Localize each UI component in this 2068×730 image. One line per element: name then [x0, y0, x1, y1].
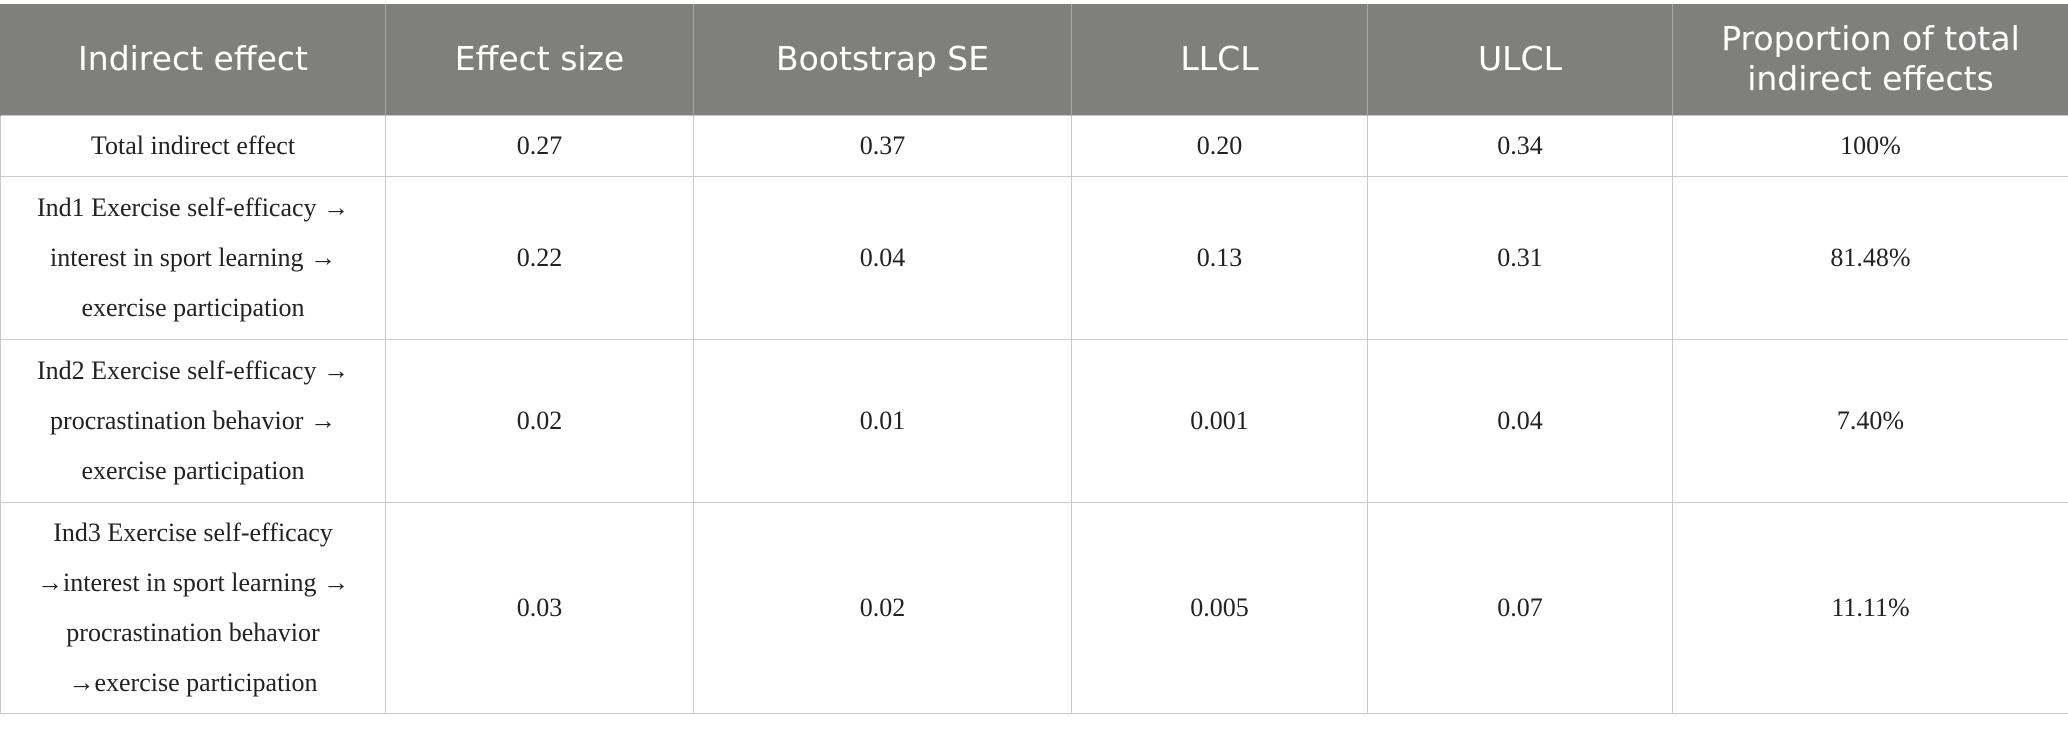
ulcl-cell: 0.34 — [1367, 114, 1673, 177]
header-proportion: Proportion of total indirect effects — [1672, 4, 2068, 115]
row-label: Ind2 Exercise self-efficacy → procrastin… — [0, 338, 386, 503]
row-label: Total indirect effect — [0, 114, 386, 177]
ulcl-cell: 0.31 — [1367, 175, 1673, 340]
proportion-cell: 100% — [1672, 114, 2068, 177]
bootstrap-se-cell: 0.04 — [693, 175, 1072, 340]
indirect-effects-table: Indirect effect Effect size Bootstrap SE… — [0, 4, 2068, 714]
table-row: Ind3 Exercise self-efficacy →interest in… — [0, 501, 2068, 714]
effect-size-cell: 0.02 — [385, 338, 694, 503]
proportion-cell: 81.48% — [1672, 175, 2068, 340]
bootstrap-se-cell: 0.02 — [693, 501, 1072, 714]
header-llcl: LLCL — [1071, 4, 1368, 115]
table-row: Ind2 Exercise self-efficacy → procrastin… — [0, 338, 2068, 503]
table-row: Ind1 Exercise self-efficacy → interest i… — [0, 175, 2068, 340]
header-indirect-effect: Indirect effect — [0, 4, 386, 115]
header-effect-size: Effect size — [385, 4, 694, 115]
table-header: Indirect effect Effect size Bootstrap SE… — [0, 4, 2068, 115]
effect-size-cell: 0.22 — [385, 175, 694, 340]
bootstrap-se-cell: 0.37 — [693, 114, 1072, 177]
ulcl-cell: 0.04 — [1367, 338, 1673, 503]
proportion-cell: 11.11% — [1672, 501, 2068, 714]
table-body: Total indirect effect 0.27 0.37 0.20 0.3… — [0, 114, 2068, 714]
llcl-cell: 0.001 — [1071, 338, 1368, 503]
effect-size-cell: 0.03 — [385, 501, 694, 714]
table-row: Total indirect effect 0.27 0.37 0.20 0.3… — [0, 114, 2068, 177]
effect-size-cell: 0.27 — [385, 114, 694, 177]
header-row: Indirect effect Effect size Bootstrap SE… — [0, 4, 2068, 115]
bootstrap-se-cell: 0.01 — [693, 338, 1072, 503]
row-label: Ind3 Exercise self-efficacy →interest in… — [0, 501, 386, 714]
header-bootstrap-se: Bootstrap SE — [693, 4, 1072, 115]
header-ulcl: ULCL — [1367, 4, 1673, 115]
llcl-cell: 0.13 — [1071, 175, 1368, 340]
llcl-cell: 0.005 — [1071, 501, 1368, 714]
proportion-cell: 7.40% — [1672, 338, 2068, 503]
llcl-cell: 0.20 — [1071, 114, 1368, 177]
row-label: Ind1 Exercise self-efficacy → interest i… — [0, 175, 386, 340]
ulcl-cell: 0.07 — [1367, 501, 1673, 714]
